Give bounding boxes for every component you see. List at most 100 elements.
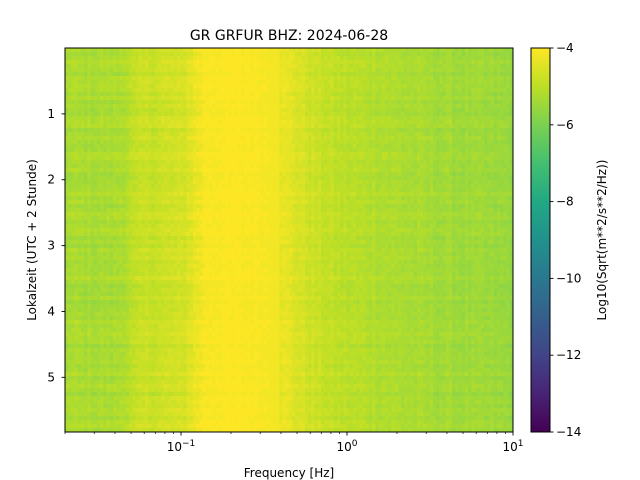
heatmap-cell xyxy=(148,404,152,409)
heatmap-cell xyxy=(225,116,229,121)
heatmap-cell xyxy=(189,388,194,393)
heatmap-cell xyxy=(135,228,140,233)
heatmap-cell xyxy=(151,396,156,401)
heatmap-cell xyxy=(141,200,146,205)
heatmap-cell xyxy=(167,228,172,233)
heatmap-cell xyxy=(170,244,175,249)
heatmap-cell xyxy=(221,352,226,357)
heatmap-cell xyxy=(221,208,226,213)
heatmap-cell xyxy=(225,368,229,373)
heatmap-cell xyxy=(106,172,111,177)
heatmap-cell xyxy=(71,88,76,93)
heatmap-cell xyxy=(119,388,124,393)
heatmap-cell xyxy=(138,336,143,341)
heatmap-cell xyxy=(199,96,204,101)
heatmap-cell xyxy=(113,144,117,149)
heatmap-cell xyxy=(196,188,200,193)
heatmap-cell xyxy=(225,128,229,133)
heatmap-cell xyxy=(100,164,104,169)
heatmap-cell xyxy=(167,268,172,273)
heatmap-cell xyxy=(145,212,149,217)
heatmap-cell xyxy=(157,336,162,341)
heatmap-cell xyxy=(106,120,111,125)
heatmap-cell xyxy=(170,420,175,425)
heatmap-cell xyxy=(81,340,85,345)
heatmap-cell xyxy=(205,52,210,57)
heatmap-cell xyxy=(119,76,124,81)
heatmap-cell xyxy=(100,340,104,345)
heatmap-cell xyxy=(161,208,165,213)
heatmap-cell xyxy=(141,76,146,81)
heatmap-cell xyxy=(119,100,124,105)
heatmap-cell xyxy=(151,164,156,169)
heatmap-cell xyxy=(212,120,216,125)
heatmap-cell xyxy=(154,192,159,197)
heatmap-cell xyxy=(157,108,162,113)
heatmap-cell xyxy=(167,420,172,425)
heatmap-cell xyxy=(71,136,76,141)
heatmap-cell xyxy=(225,64,229,69)
heatmap-cell xyxy=(81,56,85,61)
heatmap-cell xyxy=(116,324,120,329)
heatmap-cell xyxy=(145,360,149,365)
heatmap-cell xyxy=(77,64,82,69)
heatmap-cell xyxy=(186,316,191,321)
heatmap-cell xyxy=(164,160,168,165)
heatmap-cell xyxy=(157,180,162,185)
heatmap-cell xyxy=(173,320,178,325)
heatmap-cell xyxy=(183,88,188,93)
heatmap-cell xyxy=(116,184,120,189)
heatmap-cell xyxy=(193,212,197,217)
heatmap-cell xyxy=(209,188,213,193)
heatmap-cell xyxy=(81,200,85,205)
heatmap-cell xyxy=(106,428,111,432)
heatmap-cell xyxy=(90,68,95,73)
heatmap-cell xyxy=(129,292,133,297)
heatmap-cell xyxy=(225,188,229,193)
heatmap-cell xyxy=(148,396,152,401)
heatmap-cell xyxy=(228,384,232,389)
heatmap-cell xyxy=(154,220,159,225)
heatmap-cell xyxy=(186,396,191,401)
heatmap-cell xyxy=(205,124,210,129)
heatmap-cell xyxy=(199,84,204,89)
heatmap-cell xyxy=(116,388,120,393)
heatmap-cell xyxy=(116,124,120,129)
heatmap-cell xyxy=(68,168,72,173)
heatmap-cell xyxy=(167,84,172,89)
heatmap-cell xyxy=(141,132,146,137)
heatmap-cell xyxy=(138,104,143,109)
heatmap-cell xyxy=(141,376,146,381)
heatmap-cell xyxy=(180,368,184,373)
heatmap-cell xyxy=(87,116,92,121)
heatmap-cell xyxy=(106,264,111,269)
heatmap-cell xyxy=(225,100,229,105)
heatmap-cell xyxy=(87,256,92,261)
heatmap-cell xyxy=(193,420,197,425)
heatmap-cell xyxy=(81,392,85,397)
heatmap-cell xyxy=(183,404,188,409)
heatmap-cell xyxy=(148,168,152,173)
heatmap-cell xyxy=(209,160,213,165)
heatmap-cell xyxy=(154,128,159,133)
heatmap-cell xyxy=(90,132,95,137)
heatmap-cell xyxy=(138,312,143,317)
heatmap-cell xyxy=(161,84,165,89)
heatmap-cell xyxy=(183,316,188,321)
heatmap-cell xyxy=(196,112,200,117)
heatmap-cell xyxy=(209,280,213,285)
heatmap-cell xyxy=(161,96,165,101)
heatmap-cell xyxy=(148,308,152,313)
heatmap-cell xyxy=(173,104,178,109)
heatmap-cell xyxy=(193,416,197,421)
heatmap-cell xyxy=(183,360,188,365)
heatmap-cell xyxy=(151,284,156,289)
heatmap-cell xyxy=(202,132,207,137)
heatmap-cell xyxy=(228,80,232,85)
heatmap-cell xyxy=(189,276,194,281)
heatmap-cell xyxy=(209,328,213,333)
heatmap-cell xyxy=(100,388,104,393)
heatmap-cell xyxy=(218,220,223,225)
heatmap-cell xyxy=(151,116,156,121)
heatmap-cell xyxy=(132,352,136,357)
